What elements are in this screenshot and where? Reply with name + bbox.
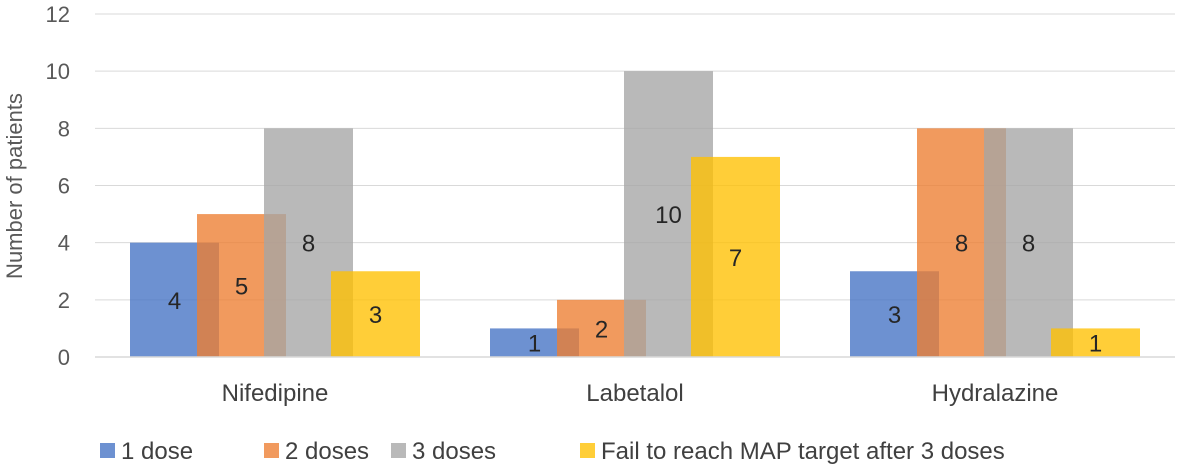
y-tick-label: 2 — [58, 288, 70, 313]
y-tick-label: 4 — [58, 231, 70, 256]
legend-label: 2 doses — [285, 438, 369, 465]
data-label: 1 — [1089, 331, 1102, 358]
data-label: 3 — [369, 302, 382, 329]
x-axis-categories: Nifedipine Labetalol Hydralazine — [222, 380, 1059, 407]
data-label: 10 — [655, 202, 682, 229]
bar — [691, 156, 780, 357]
data-label: 7 — [729, 245, 742, 272]
bar — [1051, 328, 1140, 357]
y-tick-label: 10 — [46, 59, 70, 84]
y-axis-ticks: 0 2 4 6 8 10 12 — [46, 2, 70, 370]
data-label: 8 — [302, 231, 315, 258]
data-label: 5 — [235, 274, 248, 301]
y-tick-label: 12 — [46, 2, 70, 27]
data-label: 8 — [955, 231, 968, 258]
x-category-label: Labetalol — [586, 380, 683, 407]
legend-swatch — [580, 443, 595, 458]
legend-swatch — [100, 443, 115, 458]
legend: 1 dose 2 doses 3 doses Fail to reach MAP ta… — [100, 438, 1005, 465]
legend-swatch — [391, 443, 406, 458]
y-axis-label: Number of patients — [2, 93, 27, 279]
y-tick-label: 8 — [58, 116, 70, 141]
bars: 4 5 8 3 1 2 10 7 3 8 8 1 — [130, 71, 1140, 358]
data-label: 3 — [888, 302, 901, 329]
legend-label: Fail to reach MAP target after 3 doses — [601, 438, 1005, 465]
data-label: 1 — [528, 331, 541, 358]
data-label: 2 — [595, 316, 608, 343]
bar — [331, 271, 420, 357]
legend-label: 3 doses — [412, 438, 496, 465]
y-tick-label: 6 — [58, 174, 70, 199]
data-label: 8 — [1022, 231, 1035, 258]
x-category-label: Hydralazine — [932, 380, 1059, 407]
y-tick-label: 0 — [58, 345, 70, 370]
x-category-label: Nifedipine — [222, 380, 329, 407]
legend-label: 1 dose — [121, 438, 193, 465]
bar — [984, 128, 1073, 357]
legend-swatch — [264, 443, 279, 458]
data-label: 4 — [168, 288, 181, 315]
